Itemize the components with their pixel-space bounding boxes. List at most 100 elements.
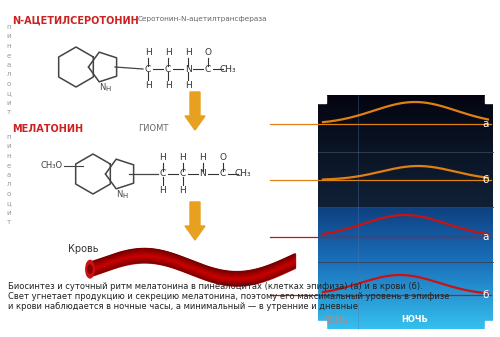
Bar [318, 235, 493, 236]
Bar [318, 242, 493, 243]
Bar [318, 151, 493, 152]
Bar [318, 134, 493, 135]
Bar [318, 300, 493, 301]
Text: Серотонин-N-ацетилтрансфераза: Серотонин-N-ацетилтрансфераза [138, 16, 268, 22]
Bar [318, 133, 493, 134]
Bar [318, 193, 493, 194]
Bar [318, 209, 493, 210]
Bar [318, 227, 493, 228]
Bar [318, 261, 493, 262]
Bar [318, 214, 493, 215]
Bar [318, 181, 493, 182]
Bar [318, 195, 493, 196]
Bar [318, 144, 493, 145]
Text: а: а [482, 232, 489, 242]
Bar [318, 115, 493, 116]
Text: ГИОМТ: ГИОМТ [138, 124, 168, 133]
Bar [318, 136, 493, 137]
Bar [485, 95, 493, 103]
Bar [318, 320, 493, 321]
Text: H: H [180, 153, 186, 162]
Bar [318, 289, 493, 290]
Text: C: C [220, 170, 226, 179]
Bar [318, 117, 493, 118]
Bar [318, 100, 493, 101]
Bar [318, 180, 493, 181]
Text: а: а [482, 119, 489, 129]
Bar [318, 255, 493, 256]
Bar [318, 219, 493, 220]
Bar [318, 210, 493, 211]
Text: CH₃: CH₃ [220, 64, 236, 73]
Bar [318, 154, 493, 155]
Bar [318, 171, 493, 172]
Bar [318, 201, 493, 202]
Bar [318, 111, 493, 112]
Bar [318, 269, 493, 270]
Bar [318, 267, 493, 268]
Text: H: H [144, 48, 152, 57]
Text: т: т [7, 219, 11, 225]
Bar [318, 247, 493, 248]
Bar [318, 123, 493, 124]
Bar [318, 317, 493, 318]
Text: л: л [7, 182, 11, 187]
Bar [318, 262, 493, 263]
Text: CH₃: CH₃ [234, 170, 252, 179]
Bar [318, 96, 493, 97]
Bar [318, 243, 493, 244]
Bar [318, 174, 493, 175]
Bar [318, 203, 493, 204]
Bar [318, 122, 493, 123]
Bar [318, 120, 493, 121]
FancyArrow shape [185, 92, 205, 130]
Text: N: N [184, 64, 192, 73]
Bar [318, 221, 493, 222]
Bar [318, 224, 493, 225]
Bar [318, 254, 493, 255]
Bar [318, 265, 493, 266]
Bar [318, 185, 493, 186]
Text: а: а [7, 62, 11, 68]
Ellipse shape [88, 265, 92, 273]
Bar [318, 248, 493, 249]
Text: л: л [7, 71, 11, 78]
Bar [318, 107, 493, 108]
Bar [318, 183, 493, 184]
Bar [318, 97, 493, 98]
FancyArrow shape [185, 202, 205, 240]
Bar [318, 190, 493, 191]
Bar [318, 316, 493, 317]
Bar [318, 286, 493, 287]
Bar [318, 207, 493, 208]
Text: е: е [7, 162, 11, 168]
Text: и: и [7, 210, 11, 216]
Text: N: N [99, 83, 105, 92]
Bar [318, 165, 493, 166]
Bar [318, 315, 493, 316]
Bar [318, 287, 493, 288]
Bar [318, 237, 493, 238]
Bar [318, 278, 493, 279]
Bar [318, 288, 493, 289]
Bar [318, 153, 493, 154]
Bar [318, 163, 493, 164]
Bar [318, 232, 493, 233]
Bar [318, 102, 493, 103]
Bar [318, 233, 493, 234]
Bar [318, 319, 493, 320]
Text: H: H [184, 81, 192, 90]
Text: C: C [180, 170, 186, 179]
Bar [318, 236, 493, 237]
Bar [318, 312, 493, 313]
Bar [318, 301, 493, 302]
Text: о: о [7, 191, 11, 197]
Bar [318, 128, 493, 129]
Bar [318, 126, 493, 127]
Bar [318, 157, 493, 158]
Bar [318, 298, 493, 299]
Bar [318, 304, 493, 305]
Text: НОЧЬ: НОЧЬ [402, 315, 428, 324]
Bar [318, 283, 493, 284]
Bar [318, 162, 493, 163]
